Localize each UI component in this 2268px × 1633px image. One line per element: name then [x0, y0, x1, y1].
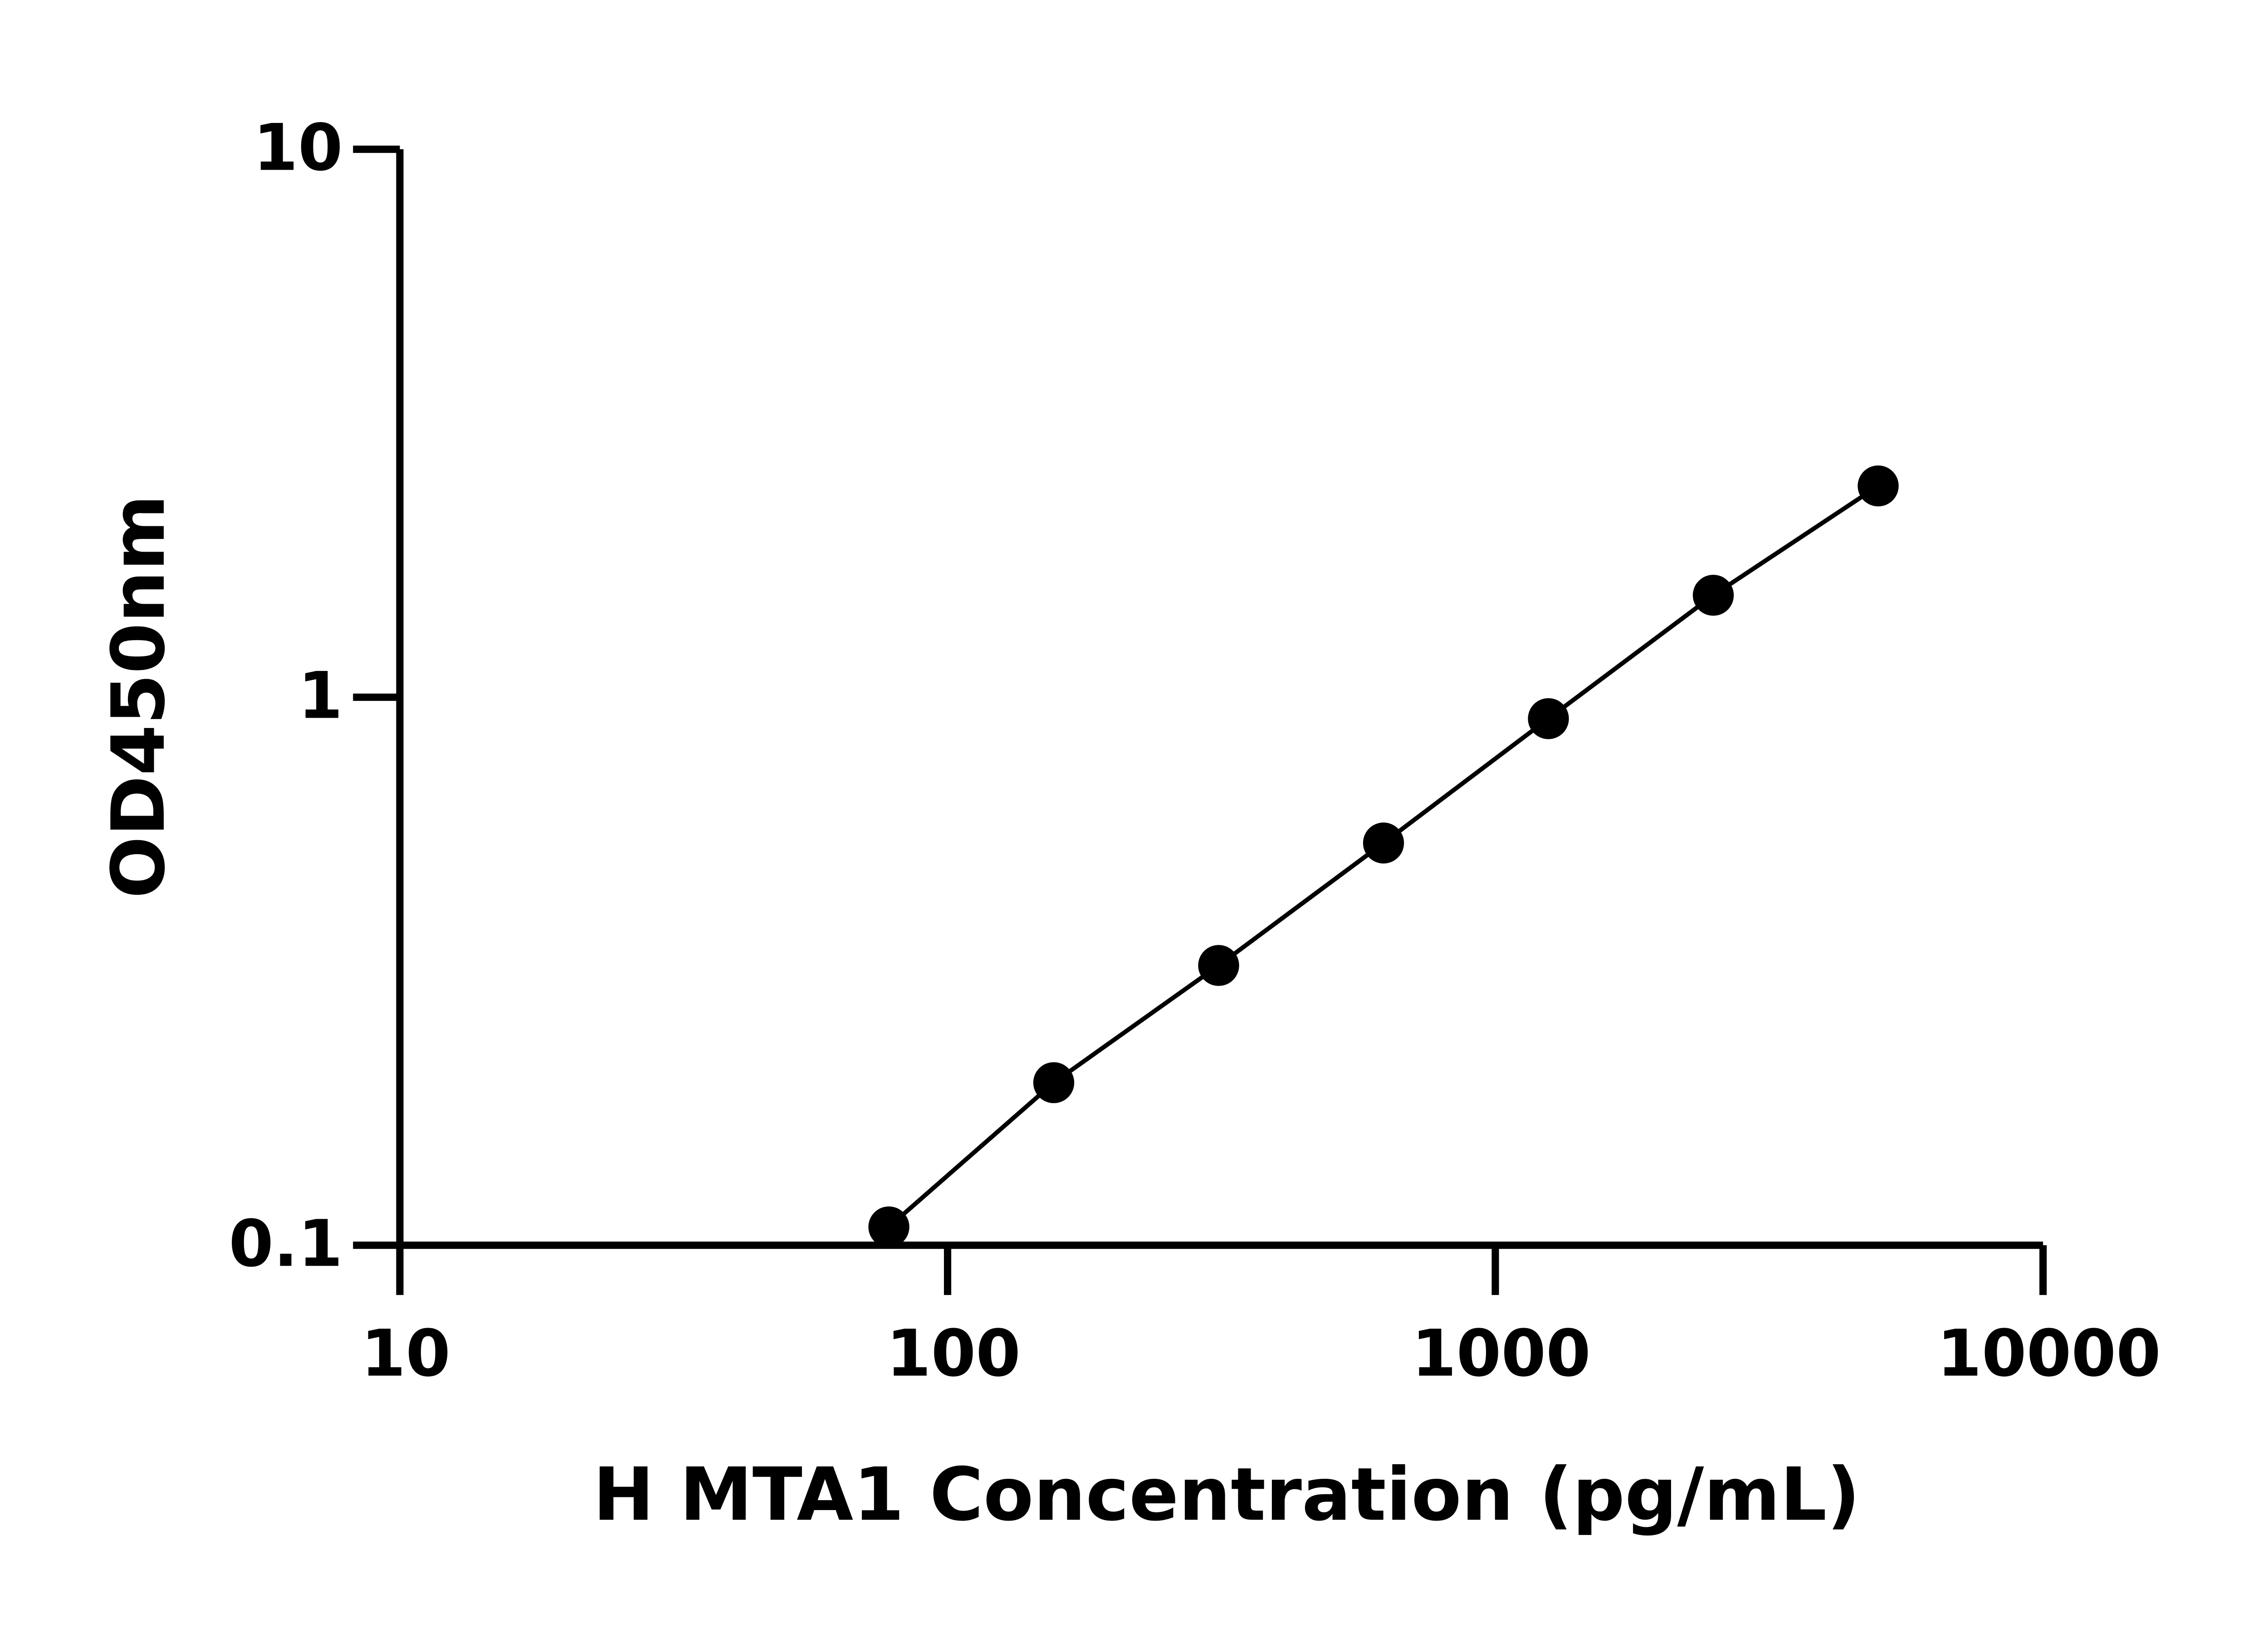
- x-tick-label: 10: [361, 1316, 451, 1391]
- y-axis-label: OD450nm: [96, 494, 181, 899]
- y-tick-label: 10: [253, 111, 343, 186]
- y-tick-label: 1: [298, 659, 343, 733]
- data-point: [1198, 945, 1239, 986]
- y-tick-label: 0.1: [229, 1207, 342, 1281]
- data-point: [1363, 822, 1404, 864]
- x-axis-label: H MTA1 Concentration (pg/mL): [593, 1452, 1860, 1537]
- data-point: [1857, 465, 1899, 507]
- x-tick-label: 1000: [1412, 1316, 1591, 1391]
- data-point: [868, 1206, 909, 1247]
- x-tick-label: 10000: [1937, 1316, 2161, 1391]
- data-point: [1692, 575, 1734, 616]
- data-point: [1033, 1062, 1075, 1103]
- x-tick-label: 100: [886, 1316, 1021, 1391]
- data-point: [1528, 698, 1569, 739]
